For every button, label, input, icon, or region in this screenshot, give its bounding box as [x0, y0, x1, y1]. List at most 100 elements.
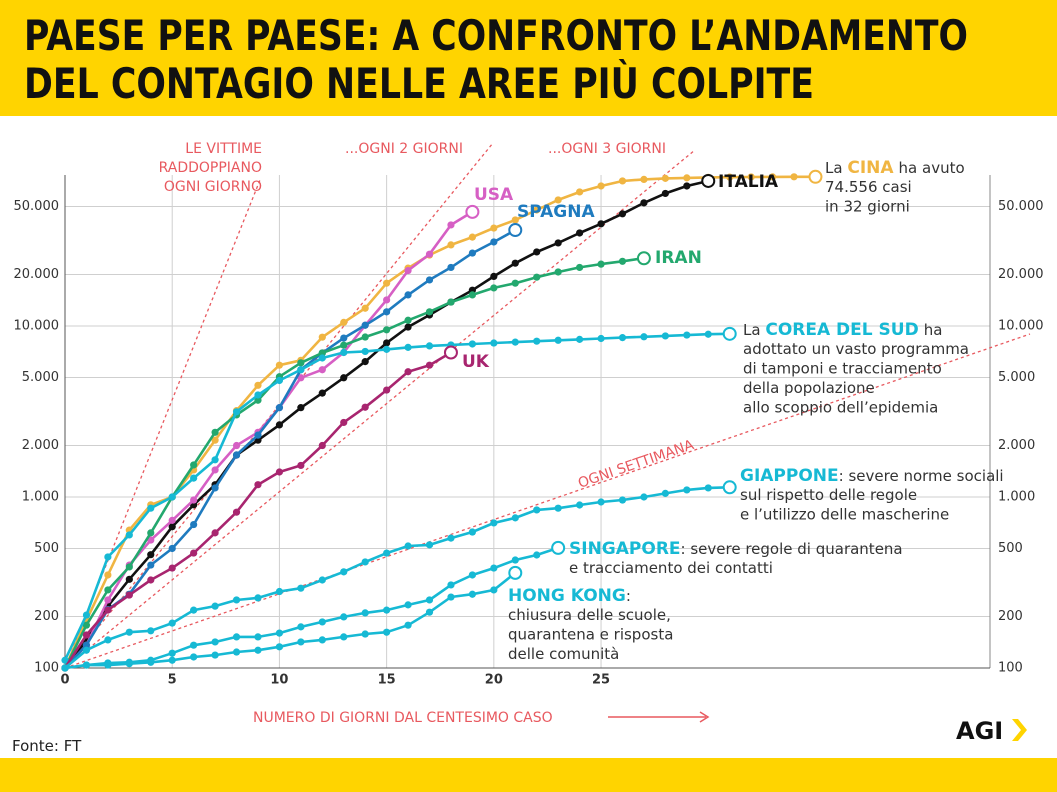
point [640, 175, 648, 183]
point [82, 641, 91, 649]
label-note: della popolazione [743, 379, 875, 397]
point [404, 343, 412, 351]
point [211, 456, 219, 464]
annotation: ...OGNI 2 GIORNI [345, 141, 463, 157]
label-prefix: La [743, 321, 761, 339]
point [683, 331, 691, 339]
point [125, 575, 133, 583]
point [340, 374, 348, 382]
point [125, 563, 133, 571]
series-name: COREA DEL SUD [765, 320, 918, 340]
title-line: DEL CONTAGIO NELLE AREE PIÙ COLPITE [24, 58, 814, 108]
point [533, 273, 541, 281]
point [511, 216, 519, 224]
y-tick-label-right: 5.000 [998, 370, 1035, 385]
point [232, 408, 241, 416]
point [404, 323, 412, 331]
point [254, 633, 262, 641]
source: Fonte: FT [12, 737, 82, 755]
label-prefix: La [825, 159, 843, 177]
logo: AGI [956, 717, 1003, 745]
point [468, 571, 476, 579]
point [425, 608, 434, 616]
point [318, 389, 326, 397]
y-tick-label-right: 2.000 [998, 438, 1035, 453]
point [425, 361, 434, 369]
point [340, 418, 348, 427]
point [468, 590, 476, 598]
point [254, 396, 262, 404]
point [383, 326, 391, 334]
point [211, 436, 219, 444]
point [490, 224, 498, 232]
label-note: in 32 giorni [825, 198, 910, 216]
point [490, 272, 498, 281]
point [383, 296, 391, 304]
label-note: : severe regole di quarantena [681, 540, 903, 558]
point [618, 210, 627, 218]
point [275, 376, 284, 385]
y-tick-label: 5.000 [22, 370, 59, 385]
point [468, 340, 476, 348]
point [82, 621, 91, 629]
label-note: sul rispetto delle regole [740, 486, 917, 504]
point [340, 348, 348, 357]
point [511, 338, 519, 346]
label-note: ha avuto [899, 159, 965, 177]
point [275, 361, 284, 369]
point [683, 486, 691, 494]
y-tick-label-right: 100 [998, 661, 1023, 676]
point [232, 508, 241, 516]
point [318, 333, 326, 341]
series [61, 326, 737, 664]
x-tick-label: 15 [378, 673, 396, 688]
point [576, 263, 584, 272]
series [61, 169, 823, 672]
point [425, 308, 434, 316]
point [297, 638, 305, 646]
point [147, 576, 155, 584]
series-label: GIAPPONE: severe norme sociali [740, 466, 1004, 486]
point [190, 496, 198, 504]
point [232, 596, 241, 604]
point [533, 506, 541, 514]
series-name: HONG KONG [508, 586, 626, 606]
point [104, 596, 112, 604]
point [147, 658, 155, 666]
point [254, 481, 262, 489]
series [61, 204, 480, 672]
point [383, 279, 391, 287]
point [361, 358, 369, 366]
series [61, 345, 458, 672]
series-name: IRAN [655, 248, 702, 268]
series-label: IRAN [655, 248, 702, 268]
point [297, 404, 305, 412]
annotation: OGNI GIORNO [164, 179, 262, 195]
point [211, 484, 219, 492]
point [511, 556, 519, 564]
point [425, 276, 434, 284]
point [211, 651, 219, 659]
point [576, 501, 584, 509]
point [168, 544, 176, 553]
point [383, 606, 391, 614]
label-note: : severe norme sociali [839, 467, 1004, 485]
logo-chevron [1012, 719, 1027, 741]
series-label: SPAGNA [517, 202, 595, 222]
point [211, 529, 219, 537]
point [533, 248, 541, 256]
series-name: GIAPPONE [740, 466, 839, 486]
point [168, 523, 176, 531]
point [447, 534, 455, 542]
label-note: allo scoppio dell’epidemia [743, 399, 938, 417]
point [640, 333, 648, 341]
point [661, 489, 669, 497]
point [168, 619, 176, 627]
end-marker [808, 169, 823, 184]
series [61, 540, 566, 672]
end-marker [722, 326, 737, 341]
point [254, 646, 262, 654]
point [190, 641, 198, 649]
point [490, 284, 498, 292]
